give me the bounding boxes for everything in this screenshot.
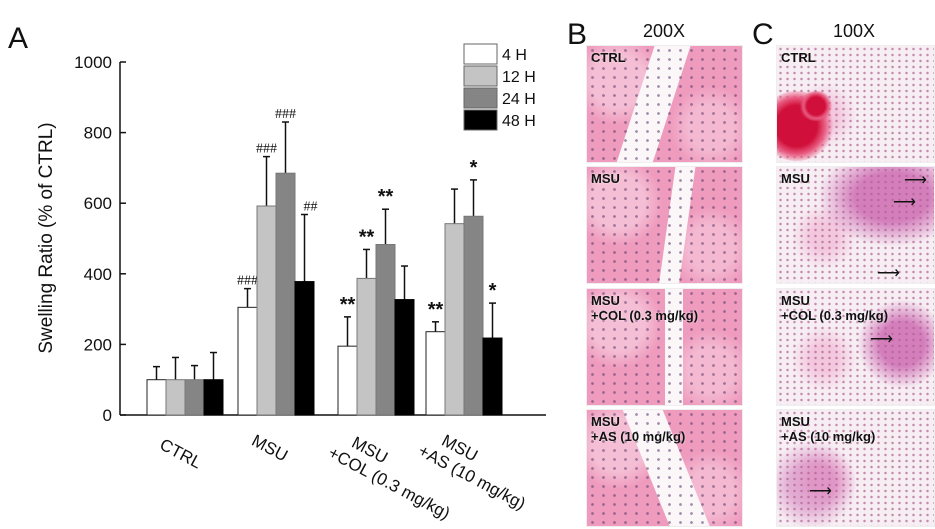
legend-label: 12 H — [502, 69, 536, 86]
bar — [394, 299, 415, 416]
legend-label: 24 H — [502, 91, 536, 108]
panel-letter-a: A — [8, 22, 29, 55]
significance-marker: ### — [237, 274, 258, 289]
histology-label: MSU +AS (10 mg/kg) — [781, 414, 876, 444]
histology-label: MSU +COL (0.3 mg/kg) — [591, 293, 699, 323]
bar — [444, 223, 465, 416]
bar — [463, 215, 484, 416]
bar — [482, 337, 503, 416]
histology-label: MSU +AS (10 mg/kg) — [591, 414, 686, 444]
bar — [375, 244, 396, 416]
histology-c-msu: MSU ⟶ ⟶ ⟶ — [776, 166, 935, 284]
legend-label: 48 H — [502, 113, 536, 130]
arrow-icon: ⟶ — [809, 483, 832, 500]
y-tick-label: 800 — [84, 124, 112, 143]
bar — [146, 379, 167, 416]
bar — [356, 277, 377, 416]
histology-b-msu-as: MSU +AS (10 mg/kg) — [586, 409, 743, 527]
bar — [337, 345, 358, 416]
significance-marker: ### — [256, 142, 277, 157]
significance-marker: * — [489, 280, 497, 302]
y-tick-label: 0 — [103, 406, 112, 425]
arrow-icon: ⟶ — [904, 172, 927, 189]
arrow-icon: ⟶ — [893, 194, 916, 211]
legend-swatch — [463, 65, 498, 87]
blood-vessel — [799, 91, 833, 121]
arrow-icon: ⟶ — [877, 265, 900, 282]
swelling-ratio-bar-chart: 0 200 400 600 800 1000 Swelling Ratio (% of CT… — [36, 43, 546, 523]
bar — [237, 306, 258, 416]
significance-marker: ** — [359, 226, 375, 248]
legend-swatch — [463, 109, 498, 131]
bar — [275, 172, 296, 416]
magnification-label-b: 200X — [643, 21, 686, 41]
significance-marker: ** — [428, 299, 444, 321]
y-axis-label: Swelling Ratio (% of CTRL) — [36, 122, 57, 353]
histology-label: MSU +COL (0.3 mg/kg) — [781, 293, 889, 323]
histology-c-msu-as: MSU +AS (10 mg/kg) ⟶ — [776, 409, 935, 527]
bar — [184, 379, 205, 416]
y-tick-label: 200 — [84, 335, 112, 354]
bar — [256, 205, 277, 416]
significance-marker: * — [470, 157, 478, 179]
y-tick-label: 600 — [84, 194, 112, 213]
legend-label: 4 H — [502, 47, 527, 64]
histology-label: CTRL — [781, 50, 816, 65]
legend-swatch — [463, 87, 498, 109]
bar — [425, 331, 446, 416]
y-tick-label: 400 — [84, 265, 112, 284]
panel-letter-c: C — [752, 18, 774, 51]
histology-b-msu: MSU — [586, 166, 743, 284]
x-category-label: CTRL — [157, 435, 205, 473]
histology-c-msu-col: MSU +COL (0.3 mg/kg) ⟶ — [776, 288, 935, 406]
histology-label: CTRL — [591, 50, 626, 65]
histology-b-msu-col: MSU +COL (0.3 mg/kg) — [586, 288, 743, 406]
histology-c-ctrl: CTRL — [776, 45, 935, 163]
y-tick-label: 1000 — [74, 53, 112, 72]
arrow-icon: ⟶ — [870, 331, 893, 348]
x-category-label: MSU — [249, 431, 291, 466]
significance-marker: ### — [275, 107, 296, 122]
bar — [294, 281, 315, 416]
bar — [203, 379, 224, 416]
legend-swatch — [463, 43, 498, 65]
significance-marker: ## — [304, 199, 318, 214]
histology-label: MSU — [781, 171, 810, 186]
panel-letter-b: B — [567, 18, 588, 51]
significance-marker: ** — [340, 294, 356, 316]
histology-label: MSU — [591, 171, 620, 186]
significance-marker: ** — [378, 186, 394, 208]
bar — [165, 379, 186, 416]
magnification-label-c: 100X — [833, 21, 876, 41]
histology-b-ctrl: CTRL — [586, 45, 743, 163]
